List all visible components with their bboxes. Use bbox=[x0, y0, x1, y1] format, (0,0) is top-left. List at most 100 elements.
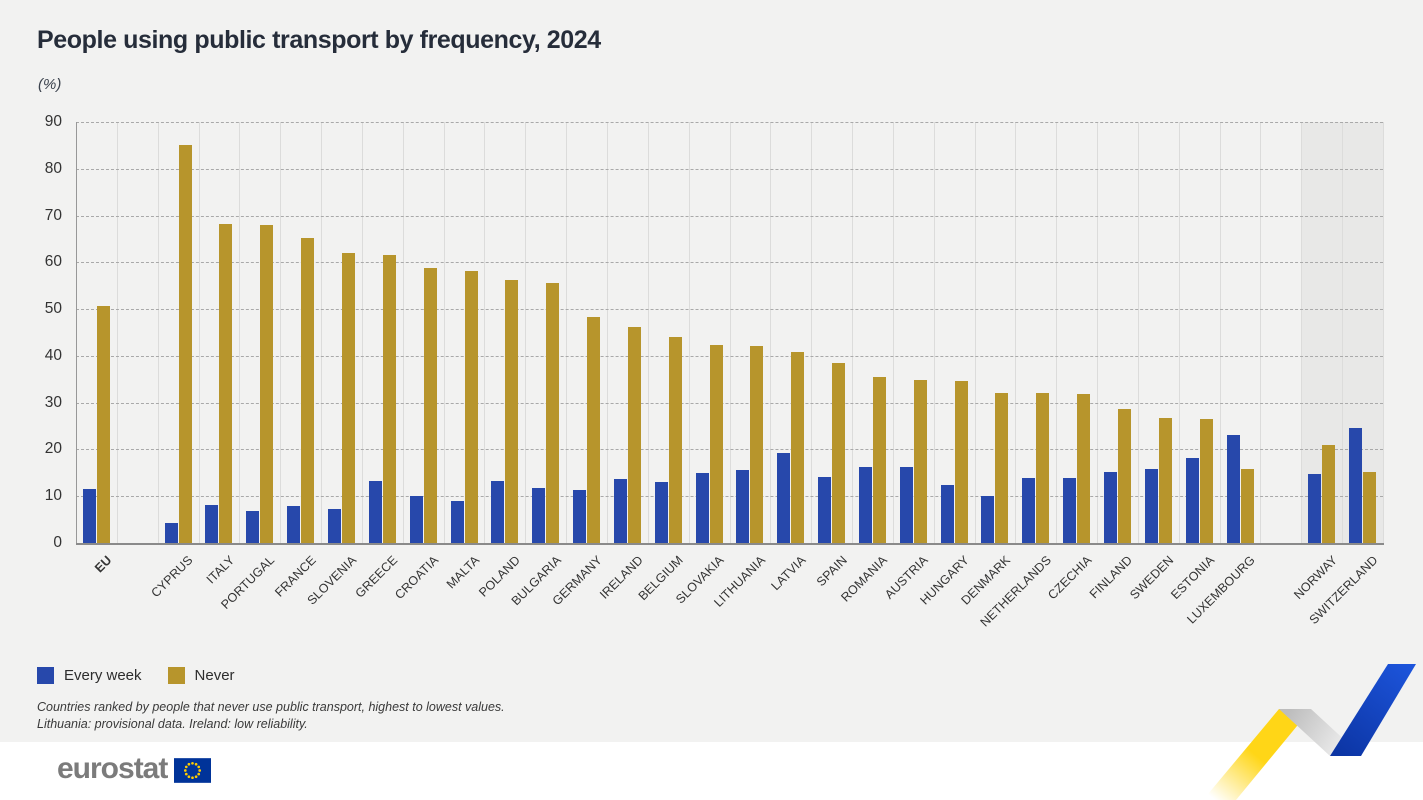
gridline-horizontal bbox=[76, 215, 1383, 217]
gridline-horizontal bbox=[76, 449, 1383, 451]
gridline-vertical bbox=[1260, 122, 1262, 543]
bar-never bbox=[260, 224, 274, 543]
bar-every-week bbox=[164, 522, 178, 543]
bar-every-week bbox=[1022, 477, 1036, 543]
gridline-vertical bbox=[198, 122, 200, 543]
bar-never bbox=[791, 352, 805, 543]
gridline-horizontal bbox=[76, 168, 1383, 170]
gridline-horizontal bbox=[76, 122, 1383, 123]
bar-every-week bbox=[1185, 457, 1199, 543]
bar-never bbox=[464, 271, 478, 543]
y-axis-label: 0 bbox=[53, 534, 62, 551]
gridline-vertical bbox=[647, 122, 649, 543]
legend-item-every-week: Every week bbox=[37, 667, 142, 684]
x-axis-line bbox=[76, 543, 1384, 545]
gridline-vertical bbox=[688, 122, 690, 543]
bar-never bbox=[178, 145, 192, 543]
eu-flag-icon bbox=[174, 758, 212, 783]
bar-never bbox=[1199, 419, 1213, 543]
bar-every-week bbox=[246, 510, 260, 543]
bar-every-week bbox=[491, 480, 505, 543]
bar-never bbox=[301, 238, 315, 543]
y-axis-label: 50 bbox=[44, 300, 62, 318]
bar-every-week bbox=[613, 479, 627, 543]
bar-never bbox=[505, 279, 519, 543]
bar-never bbox=[1240, 468, 1254, 543]
bar-every-week bbox=[1226, 434, 1240, 543]
gridline-vertical bbox=[852, 122, 854, 543]
chart-title: People using public transport by frequen… bbox=[37, 26, 601, 54]
gridline-vertical bbox=[361, 122, 363, 543]
bar-never bbox=[954, 380, 968, 543]
y-axis-label: 20 bbox=[44, 440, 62, 458]
bar-every-week bbox=[654, 481, 668, 543]
bar-every-week bbox=[1104, 472, 1118, 543]
gridline-vertical bbox=[1056, 122, 1058, 543]
bar-every-week bbox=[940, 485, 954, 543]
bar-never bbox=[1118, 409, 1132, 543]
gridline-vertical bbox=[1301, 122, 1303, 543]
bar-never bbox=[750, 346, 764, 543]
gridline-vertical bbox=[566, 122, 568, 543]
gridline-vertical bbox=[1342, 122, 1344, 543]
bar-every-week bbox=[1063, 478, 1077, 543]
gridline-horizontal bbox=[76, 262, 1383, 264]
bar-never bbox=[1036, 393, 1050, 543]
bar-every-week bbox=[1308, 474, 1322, 543]
bar-every-week bbox=[327, 509, 341, 543]
x-axis-label: CYPRUS bbox=[148, 553, 197, 601]
bar-every-week bbox=[777, 453, 791, 543]
bar-never bbox=[587, 316, 601, 543]
x-axis-label: SPAIN bbox=[813, 553, 850, 590]
gridline-vertical bbox=[443, 122, 445, 543]
eurostat-logo: eurostat bbox=[57, 752, 212, 786]
bar-never bbox=[423, 267, 437, 543]
gridline-vertical bbox=[1015, 122, 1017, 543]
gridline-vertical bbox=[116, 122, 118, 543]
x-axis-label: CROATIA bbox=[392, 553, 442, 603]
chart-legend: Every week Never bbox=[37, 667, 235, 684]
bar-every-week bbox=[981, 496, 995, 543]
bar-never bbox=[709, 344, 723, 543]
gridline-vertical bbox=[1178, 122, 1180, 543]
y-axis-label: 90 bbox=[44, 113, 62, 130]
bar-never bbox=[913, 380, 927, 543]
bar-every-week bbox=[858, 466, 872, 543]
bar-never bbox=[1363, 472, 1377, 543]
gridline-vertical bbox=[280, 122, 282, 543]
y-axis-line bbox=[76, 122, 77, 543]
x-axis-label: SWEDEN bbox=[1127, 553, 1177, 603]
bar-every-week bbox=[573, 489, 587, 543]
gridline-vertical bbox=[892, 122, 894, 543]
bar-never bbox=[668, 336, 682, 543]
gridline-vertical bbox=[321, 122, 323, 543]
gridline-horizontal bbox=[76, 402, 1383, 404]
bar-every-week bbox=[818, 476, 832, 543]
bar-never bbox=[219, 223, 233, 543]
bar-every-week bbox=[1144, 469, 1158, 543]
bar-never bbox=[1077, 393, 1091, 543]
y-axis-label: 80 bbox=[44, 159, 62, 177]
bar-every-week bbox=[205, 504, 219, 543]
x-axis-label: ITALY bbox=[203, 553, 237, 587]
gridline-vertical bbox=[933, 122, 935, 543]
y-axis-label: 10 bbox=[44, 487, 62, 505]
gridline-vertical bbox=[606, 122, 608, 543]
bar-every-week bbox=[1349, 427, 1363, 543]
bar-every-week bbox=[695, 473, 709, 543]
footnote-ranking: Countries ranked by people that never us… bbox=[37, 700, 505, 714]
x-axis-label: CZECHIA bbox=[1045, 553, 1095, 603]
bar-never bbox=[546, 282, 560, 543]
bar-every-week bbox=[409, 496, 423, 543]
chart-footnotes: Countries ranked by people that never us… bbox=[37, 699, 505, 733]
bar-never bbox=[995, 392, 1009, 543]
bar-never bbox=[627, 326, 641, 543]
gridline-vertical bbox=[1383, 122, 1384, 543]
bar-every-week bbox=[532, 487, 546, 543]
y-axis-label: 40 bbox=[44, 346, 62, 364]
bar-every-week bbox=[287, 506, 301, 543]
bar-every-week bbox=[368, 480, 382, 543]
legend-label-every-week: Every week bbox=[64, 667, 142, 684]
